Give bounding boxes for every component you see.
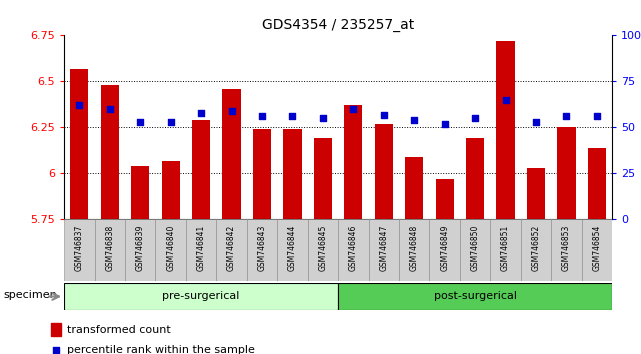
Title: GDS4354 / 235257_at: GDS4354 / 235257_at — [262, 18, 414, 32]
Point — [440, 121, 450, 127]
Point — [348, 106, 358, 112]
Bar — [344, 105, 362, 219]
Bar — [581, 219, 612, 281]
Bar — [490, 219, 520, 281]
Bar — [125, 219, 155, 281]
Text: GSM746837: GSM746837 — [75, 224, 84, 271]
Bar — [588, 148, 606, 219]
Text: post-surgerical: post-surgerical — [434, 291, 517, 302]
Bar — [338, 283, 612, 310]
Bar — [277, 219, 308, 281]
Text: GSM746850: GSM746850 — [470, 224, 479, 271]
Bar — [283, 129, 301, 219]
Point — [470, 115, 480, 121]
Text: specimen: specimen — [3, 290, 57, 300]
Bar — [496, 41, 515, 219]
Point — [287, 114, 297, 119]
Bar — [429, 219, 460, 281]
Bar — [551, 219, 581, 281]
Point — [74, 103, 85, 108]
Bar — [520, 219, 551, 281]
Point — [135, 119, 146, 125]
Bar — [369, 219, 399, 281]
Point — [592, 114, 602, 119]
Text: GSM746852: GSM746852 — [531, 224, 540, 271]
Bar — [64, 283, 338, 310]
Point — [562, 114, 572, 119]
Bar — [64, 219, 95, 281]
Bar — [71, 69, 88, 219]
Point — [104, 106, 115, 112]
Text: GSM746853: GSM746853 — [562, 224, 571, 271]
Bar — [253, 129, 271, 219]
Text: GSM746839: GSM746839 — [136, 224, 145, 271]
Text: GSM746849: GSM746849 — [440, 224, 449, 271]
Bar — [405, 157, 423, 219]
Text: GSM746851: GSM746851 — [501, 224, 510, 271]
Bar — [314, 138, 332, 219]
Text: GSM746842: GSM746842 — [227, 224, 236, 271]
Text: GSM746838: GSM746838 — [105, 224, 114, 271]
Text: transformed count: transformed count — [67, 325, 171, 335]
Bar — [527, 168, 545, 219]
Text: GSM746848: GSM746848 — [410, 224, 419, 271]
Bar — [131, 166, 149, 219]
Text: GSM746846: GSM746846 — [349, 224, 358, 271]
Point — [379, 112, 389, 118]
Bar — [101, 85, 119, 219]
Bar — [155, 219, 186, 281]
Text: GSM746847: GSM746847 — [379, 224, 388, 271]
Bar — [95, 219, 125, 281]
Bar — [399, 219, 429, 281]
Bar — [308, 219, 338, 281]
Bar — [374, 124, 393, 219]
Text: GSM746841: GSM746841 — [197, 224, 206, 271]
Point — [165, 119, 176, 125]
Text: percentile rank within the sample: percentile rank within the sample — [67, 345, 254, 354]
Bar — [338, 219, 369, 281]
Bar — [460, 219, 490, 281]
Point — [257, 114, 267, 119]
Bar — [466, 138, 484, 219]
Text: GSM746843: GSM746843 — [258, 224, 267, 271]
Bar — [557, 127, 576, 219]
Text: GSM746845: GSM746845 — [319, 224, 328, 271]
Point — [409, 117, 419, 123]
Point — [501, 97, 511, 103]
Point — [226, 108, 237, 114]
Bar — [162, 161, 179, 219]
Bar — [222, 89, 240, 219]
Point — [531, 119, 541, 125]
Text: GSM746844: GSM746844 — [288, 224, 297, 271]
Text: pre-surgerical: pre-surgerical — [162, 291, 240, 302]
Text: GSM746840: GSM746840 — [166, 224, 175, 271]
Point — [318, 115, 328, 121]
Bar — [247, 219, 277, 281]
Bar — [436, 179, 454, 219]
Bar — [186, 219, 216, 281]
Bar — [216, 219, 247, 281]
Text: GSM746854: GSM746854 — [592, 224, 601, 271]
Bar — [192, 120, 210, 219]
Point — [51, 347, 62, 353]
Point — [196, 110, 206, 115]
Bar — [51, 323, 61, 336]
